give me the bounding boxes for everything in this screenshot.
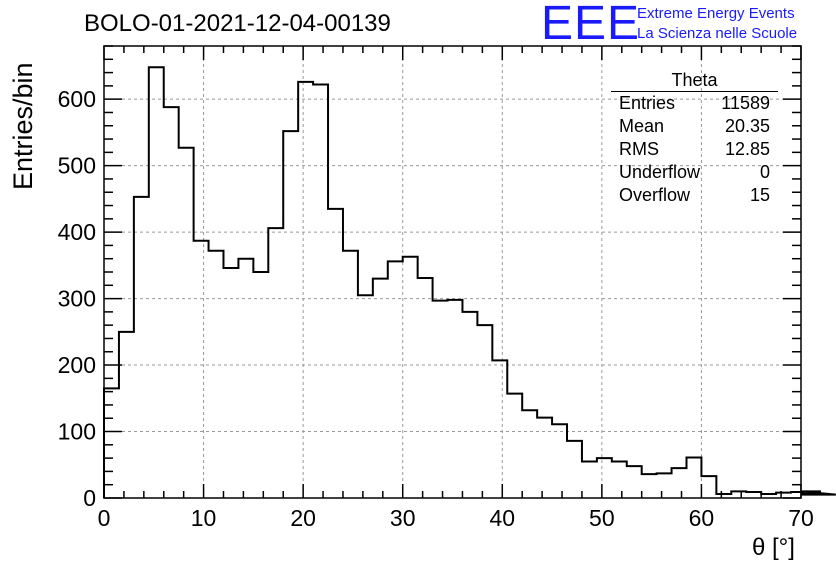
logo-line-1: Extreme Energy Events <box>637 5 795 22</box>
x-tick-label: 60 <box>689 505 715 531</box>
stats-row-underflow: Underflow 0 <box>611 161 778 184</box>
x-axis-label: θ [°] <box>752 534 795 561</box>
y-axis-label: Entries/bin <box>8 62 38 190</box>
stats-value: 20.35 <box>724 116 770 136</box>
stats-value: 0 <box>759 162 770 182</box>
x-tick-label: 70 <box>788 505 814 531</box>
stats-row-rms: RMS 12.85 <box>611 138 778 161</box>
x-tick-label: 50 <box>589 505 615 531</box>
y-tick-label: 0 <box>83 485 96 511</box>
y-tick-label: 300 <box>58 286 96 312</box>
grid-lines <box>104 46 801 498</box>
stats-label: Overflow <box>619 185 691 205</box>
stats-row-overflow: Overflow 15 <box>611 184 778 207</box>
stats-value: 12.85 <box>724 139 770 159</box>
stats-label: Underflow <box>619 162 701 182</box>
axis-ticks <box>103 45 802 499</box>
stats-title: Theta <box>611 70 778 92</box>
y-tick-label: 100 <box>58 419 96 445</box>
stats-value: 11589 <box>721 93 770 113</box>
stats-value: 15 <box>749 185 770 205</box>
y-tick-label: 400 <box>58 219 96 245</box>
stats-label: RMS <box>619 139 659 159</box>
x-tick-label: 30 <box>390 505 416 531</box>
stats-row-entries: Entries 11589 <box>611 92 778 115</box>
x-tick-label: 0 <box>98 505 111 531</box>
x-tick-label: 40 <box>489 505 515 531</box>
y-tick-label: 600 <box>58 86 96 112</box>
x-tick-label: 20 <box>290 505 316 531</box>
chart-title: BOLO-01-2021-12-04-00139 <box>84 10 391 37</box>
y-tick-label: 500 <box>58 153 96 179</box>
stats-box: Theta Entries 11589 Mean 20.35 RMS 12.85… <box>611 70 778 207</box>
stats-label: Mean <box>619 116 665 136</box>
axis-tick-labels: 0 10 20 30 40 50 60 70 0 100 200 300 400 500 600 <box>58 86 814 531</box>
logo-line-2: La Scienza nelle Scuole <box>637 25 798 42</box>
eee-logo: EEE <box>541 0 641 50</box>
y-tick-label: 200 <box>58 352 96 378</box>
x-tick-label: 10 <box>191 505 217 531</box>
stats-row-mean: Mean 20.35 <box>611 115 778 138</box>
stats-label: Entries <box>619 93 676 113</box>
